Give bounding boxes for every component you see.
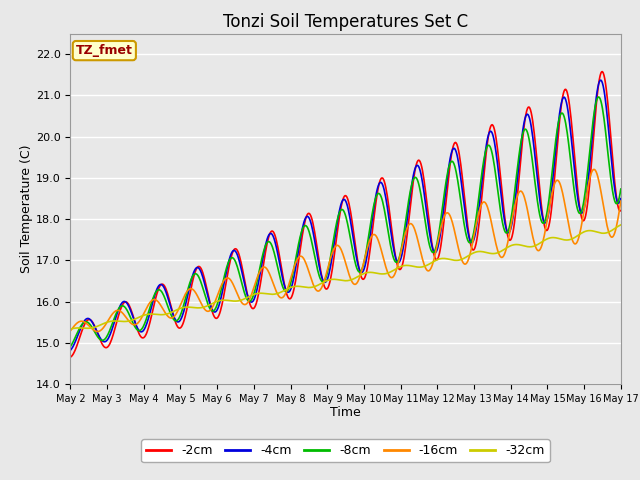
- -8cm: [218, 284, 226, 289]
- -8cm: [617, 186, 625, 192]
- -32cm: [189, 305, 196, 311]
- Legend: -2cm, -4cm, -8cm, -16cm, -32cm: -2cm, -4cm, -8cm, -16cm, -32cm: [141, 439, 550, 462]
- -4cm: [617, 196, 625, 202]
- -2cm: [67, 354, 74, 360]
- -16cm: [93, 329, 101, 335]
- -8cm: [77, 324, 84, 330]
- -16cm: [617, 198, 625, 204]
- -4cm: [218, 291, 226, 297]
- -16cm: [590, 167, 598, 172]
- -16cm: [77, 318, 84, 324]
- -32cm: [218, 298, 226, 303]
- -32cm: [429, 259, 436, 265]
- -32cm: [67, 326, 74, 332]
- Line: -2cm: -2cm: [70, 72, 621, 357]
- -16cm: [67, 328, 74, 334]
- -32cm: [617, 222, 625, 228]
- -4cm: [413, 163, 420, 168]
- -2cm: [189, 277, 196, 283]
- -32cm: [133, 315, 141, 321]
- X-axis label: Time: Time: [330, 407, 361, 420]
- -4cm: [597, 77, 605, 83]
- Line: -4cm: -4cm: [70, 80, 621, 350]
- -32cm: [413, 264, 420, 270]
- -4cm: [189, 272, 196, 277]
- -16cm: [134, 320, 141, 326]
- -8cm: [429, 250, 436, 255]
- -16cm: [190, 287, 198, 293]
- Line: -8cm: -8cm: [70, 97, 621, 347]
- -8cm: [189, 273, 196, 278]
- -8cm: [413, 175, 420, 181]
- -2cm: [413, 161, 420, 167]
- -2cm: [617, 208, 625, 214]
- -2cm: [218, 302, 226, 308]
- -16cm: [219, 280, 227, 286]
- -4cm: [133, 324, 141, 330]
- -4cm: [429, 245, 436, 251]
- -16cm: [413, 235, 421, 240]
- Line: -16cm: -16cm: [70, 169, 621, 332]
- -32cm: [77, 325, 84, 331]
- -2cm: [77, 333, 84, 338]
- -2cm: [133, 325, 141, 331]
- Text: TZ_fmet: TZ_fmet: [76, 44, 132, 57]
- Title: Tonzi Soil Temperatures Set C: Tonzi Soil Temperatures Set C: [223, 12, 468, 31]
- -8cm: [133, 327, 141, 333]
- -2cm: [598, 69, 606, 74]
- Line: -32cm: -32cm: [70, 225, 621, 329]
- -8cm: [67, 344, 74, 349]
- -4cm: [77, 326, 84, 332]
- -2cm: [429, 244, 436, 250]
- Y-axis label: Soil Temperature (C): Soil Temperature (C): [20, 144, 33, 273]
- -4cm: [67, 348, 74, 353]
- -16cm: [429, 259, 437, 265]
- -8cm: [595, 94, 602, 100]
